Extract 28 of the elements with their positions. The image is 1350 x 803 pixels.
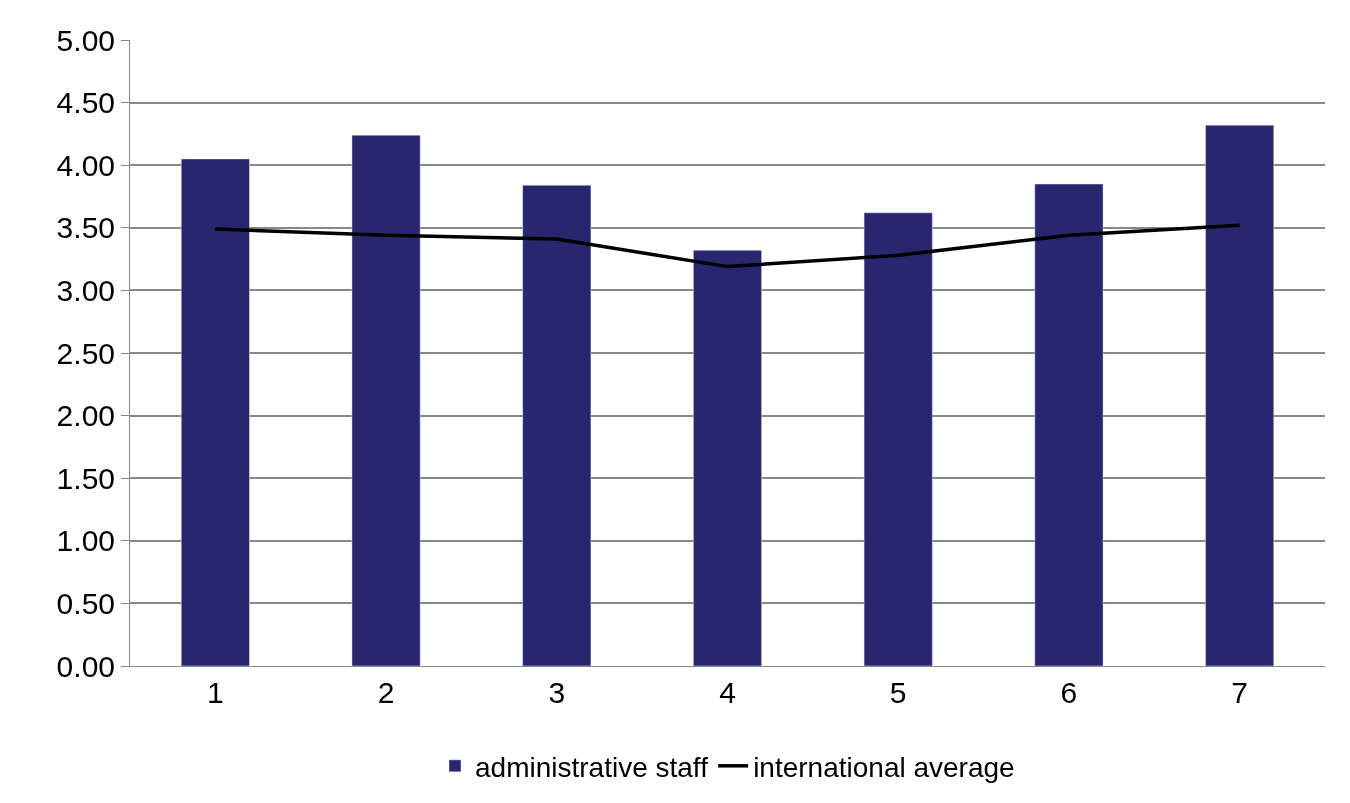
x-tick-label: 7	[1231, 676, 1248, 709]
y-tick-label: 3.50	[56, 211, 115, 245]
line-series	[213, 223, 1242, 269]
x-tick-label: 6	[1060, 676, 1078, 709]
bar	[351, 134, 421, 666]
bar	[180, 158, 250, 666]
x-tick-label: 4	[719, 676, 736, 709]
bar	[863, 212, 933, 666]
y-tick-label: 2.00	[56, 399, 115, 433]
bar	[1205, 124, 1275, 666]
bar	[693, 250, 762, 666]
y-tick-label: 1.50	[56, 461, 115, 495]
x-tick-label: 5	[889, 676, 907, 709]
y-tick-label: 2.50	[56, 336, 115, 370]
y-tick-label: 0.50	[56, 586, 115, 620]
x-tick-label: 1	[207, 676, 224, 709]
y-tick-label: 0.00	[56, 649, 115, 683]
x-tick-label: 2	[377, 676, 395, 709]
legend-label: administrative staff	[475, 751, 709, 783]
y-tick-label: 4.00	[56, 148, 115, 182]
y-tick-label: 4.50	[56, 86, 115, 120]
x-tick-label: 3	[548, 676, 566, 709]
legend-label: international average	[753, 751, 1015, 783]
bar	[522, 184, 592, 666]
bar	[1034, 183, 1104, 666]
y-tick-label: 1.00	[56, 524, 115, 558]
y-tick-label: 5.00	[56, 23, 115, 57]
y-tick-label: 3.00	[56, 273, 115, 307]
